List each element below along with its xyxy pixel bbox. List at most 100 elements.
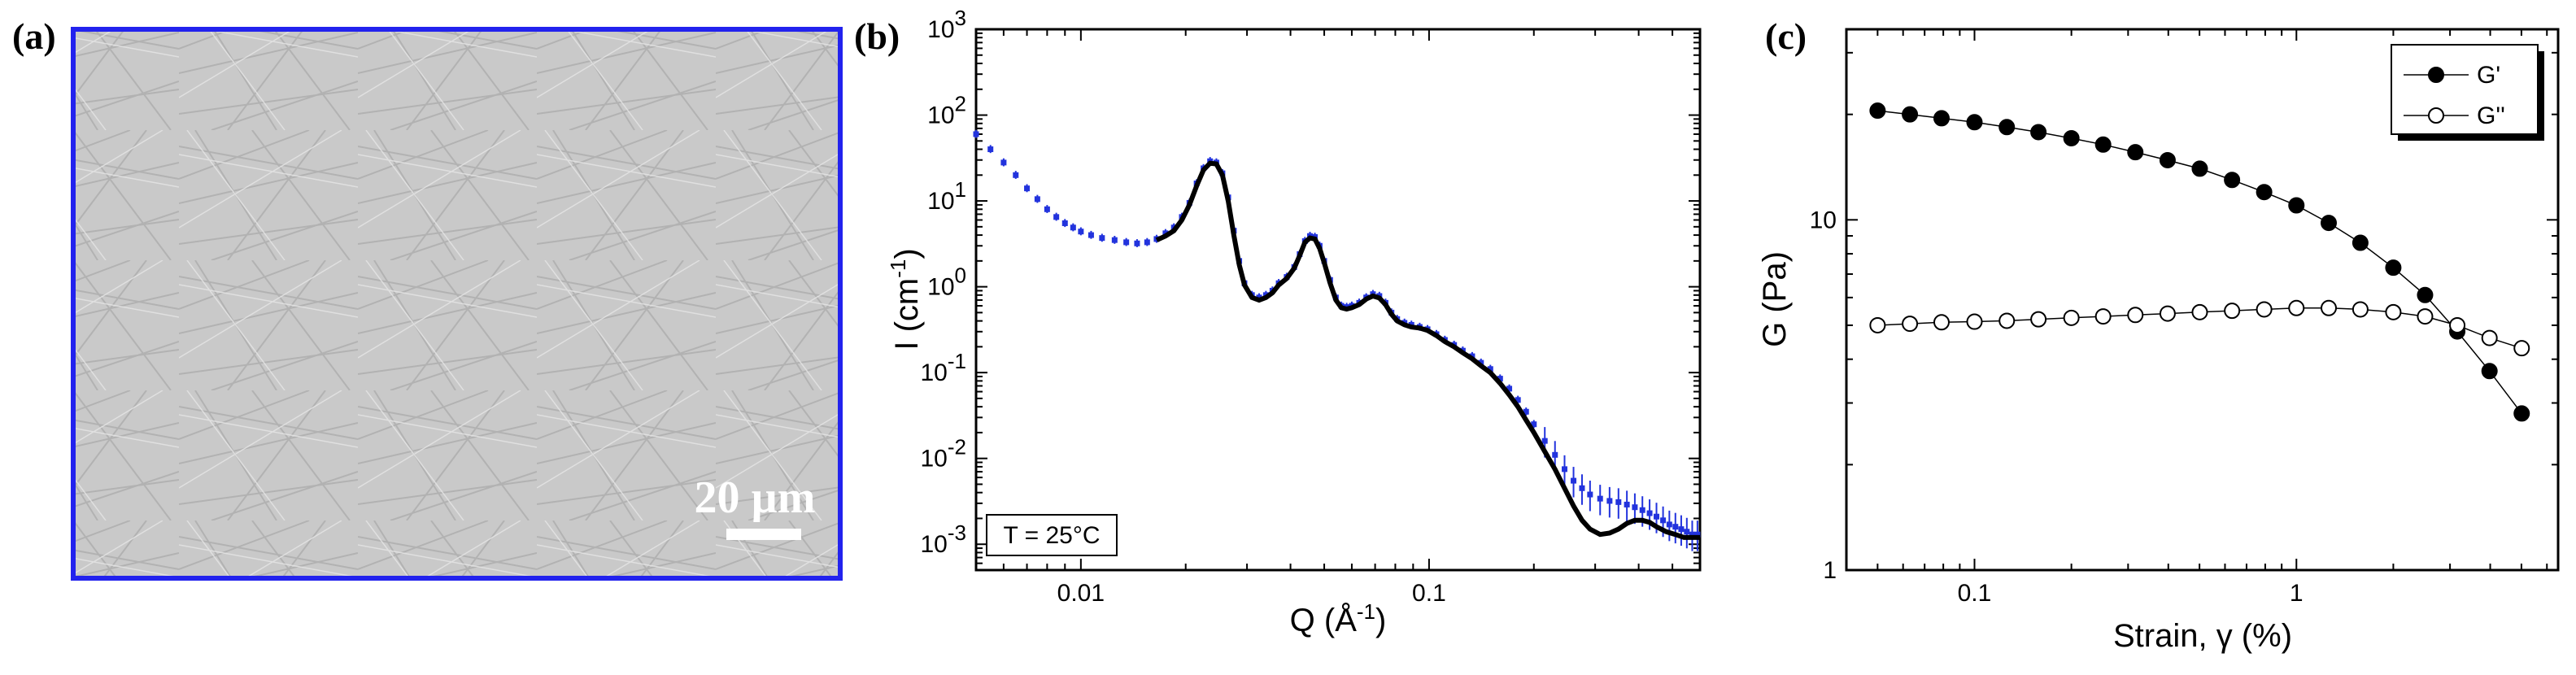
data-point (1587, 491, 1593, 498)
gprime-point (2030, 124, 2047, 141)
gprime-point (2513, 405, 2530, 422)
y-tick-label: 10 (1810, 207, 1837, 233)
gprime-point (2320, 215, 2337, 232)
gdoubleprime-point (2320, 299, 2337, 316)
y-tick-label: 10-1 (921, 349, 967, 386)
data-point (1541, 438, 1548, 444)
gprime-point (1998, 119, 2016, 136)
gprime-point (1869, 102, 1886, 120)
data-point (1660, 517, 1667, 524)
y-tick-label: 101 (927, 177, 966, 215)
panel-a-label: (a) (12, 15, 56, 57)
plot-c-xlabel: Strain, γ (%) (2113, 618, 2292, 654)
data-point (1506, 385, 1513, 392)
gdoubleprime-point (1902, 316, 1919, 333)
data-point (1689, 531, 1695, 538)
y-tick-label: 10-2 (921, 435, 967, 472)
gprime-point (2481, 363, 2498, 380)
legend-marker (2428, 67, 2444, 83)
plot-b-ticks: 0.01 0.1 10-3 10-2 10-1 100 101 102 103 (921, 6, 1700, 607)
gdoubleprime-point (2288, 299, 2305, 316)
plot-c-legend: G' G'' (2391, 44, 2544, 141)
data-point (1694, 531, 1701, 538)
y-tick-label: 100 (927, 263, 966, 301)
gdoubleprime-point (1966, 313, 1983, 330)
data-point (1061, 220, 1068, 226)
gdoubleprime-point (2224, 303, 2241, 320)
gprime-point (2288, 197, 2305, 214)
data-point (1099, 235, 1105, 242)
gdoubleprime-point (2352, 301, 2369, 318)
data-point (1111, 237, 1118, 243)
y-tick-label: 1 (1823, 557, 1837, 584)
gprime-point (2063, 129, 2080, 146)
panel-c-label: (c) (1765, 15, 1807, 57)
plot-b-xlabel: Q (Å-1) (1290, 599, 1387, 638)
gdoubleprime-point (1869, 316, 1886, 333)
gdoubleprime-point (2030, 311, 2047, 328)
gprime-point (2191, 160, 2208, 177)
gdoubleprime-point (2417, 308, 2434, 325)
plot-c-ticks: 0.1 1 1 10 (1810, 29, 2558, 607)
data-point (1624, 501, 1630, 507)
x-tick-label: 1 (2290, 580, 2304, 607)
data-point (1684, 529, 1690, 535)
data-point (1134, 240, 1140, 246)
data-point (1646, 510, 1653, 516)
data-point (1639, 507, 1645, 513)
legend-marker (2428, 107, 2444, 124)
gdoubleprime-point (2159, 305, 2176, 322)
data-point (1078, 229, 1084, 235)
gdoubleprime-point (2063, 309, 2080, 326)
data-point (1044, 206, 1050, 212)
scale-bar (726, 529, 801, 540)
gprime-point (1933, 110, 1950, 127)
plot-b-series (973, 129, 1701, 551)
plot-c-frame (1845, 28, 2560, 572)
gdoubleprime-point (2191, 303, 2208, 320)
gprime-point (2352, 234, 2369, 251)
annotation-text: T = 25°C (1003, 522, 1100, 549)
temperature-annotation: T = 25°C (986, 514, 1118, 556)
gprime-point (2385, 259, 2402, 277)
gprime-point (2224, 172, 2241, 189)
x-tick-label: 0.1 (1958, 580, 1992, 607)
gprime-point (2094, 136, 2112, 153)
gprime-point (2417, 286, 2434, 303)
plot-c-series (1869, 102, 2530, 422)
gprime-point (1966, 114, 1983, 131)
panel-c: (c) 0.1 1 1 10 G' G'' Strain, γ (%) G (Pa) (1757, 15, 2560, 654)
gprime-point (1902, 106, 1919, 123)
data-point (987, 146, 994, 153)
y-tick-label: 10-3 (921, 520, 967, 558)
panel-b-label: (b) (854, 15, 900, 57)
data-point (1654, 513, 1660, 520)
legend-label: G'' (2477, 102, 2505, 129)
x-tick-label: 0.1 (1412, 580, 1446, 607)
data-point (1606, 498, 1613, 504)
x-tick-label: 0.01 (1057, 580, 1105, 607)
gdoubleprime-point (1998, 312, 2016, 329)
gprime-point (2127, 144, 2144, 161)
data-point (1123, 239, 1130, 246)
data-point (1672, 524, 1679, 530)
data-point (1515, 397, 1521, 403)
gprime-point (2256, 184, 2273, 201)
micrograph-image (73, 29, 840, 578)
gdoubleprime-point (2127, 307, 2144, 324)
gprime-point (2159, 151, 2176, 168)
gdoubleprime-point (2094, 308, 2112, 325)
data-point (1531, 421, 1537, 428)
data-point (1034, 196, 1040, 202)
data-point (1144, 239, 1150, 246)
data-point (1053, 214, 1060, 220)
gdoubleprime-point (2385, 303, 2402, 320)
gdoubleprime-point (2513, 340, 2530, 357)
y-tick-label: 102 (927, 92, 966, 129)
data-point (1024, 185, 1031, 192)
gdoubleprime-point (2481, 329, 2498, 346)
data-point (1013, 172, 1019, 178)
data-point (1487, 366, 1493, 372)
gdoubleprime-point (2256, 301, 2273, 318)
